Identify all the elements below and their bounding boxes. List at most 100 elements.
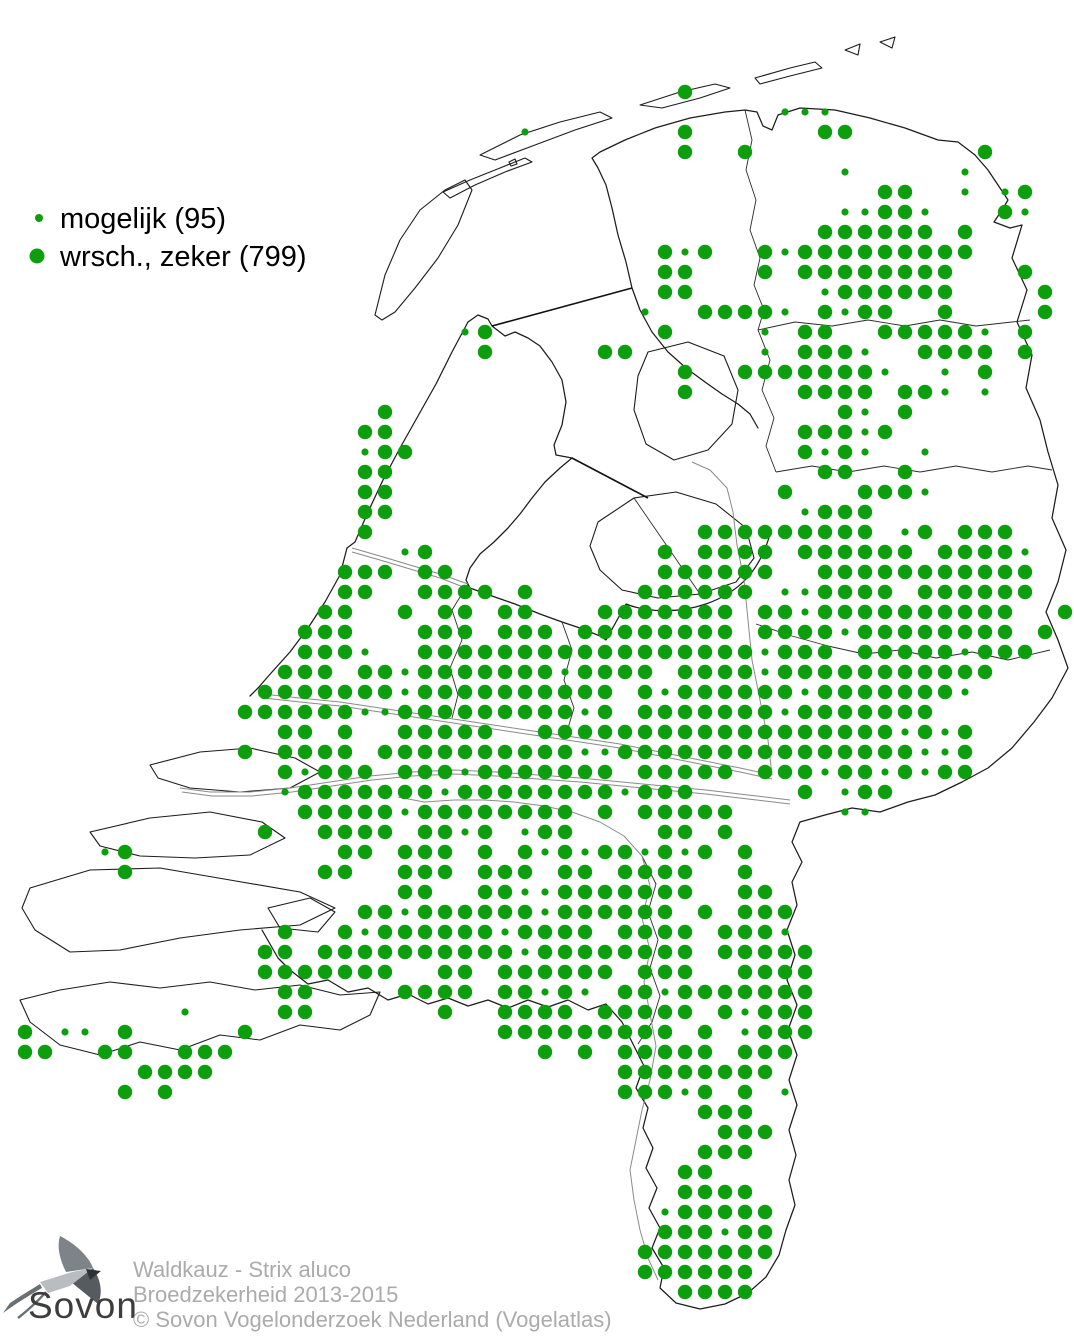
dot-certain: [737, 1124, 753, 1140]
dot-certain: [457, 904, 473, 920]
dot-certain: [777, 1044, 793, 1060]
dot-certain: [737, 1084, 753, 1100]
dot-certain: [797, 384, 813, 400]
dot-certain: [917, 384, 933, 400]
dot-certain: [757, 1044, 773, 1060]
dot-certain: [497, 764, 513, 780]
dot-certain: [857, 304, 873, 320]
dot-certain: [817, 724, 833, 740]
dot-certain: [537, 1024, 553, 1040]
dot-certain: [397, 744, 413, 760]
dot-certain: [837, 384, 853, 400]
dot-certain: [477, 804, 493, 820]
dot-certain: [677, 1164, 693, 1180]
caption-species: Waldkauz - Strix aluco: [133, 1257, 351, 1282]
dot-certain: [417, 704, 433, 720]
dot-certain: [897, 404, 913, 420]
dot-possible: [521, 128, 529, 136]
dot-certain: [737, 1284, 753, 1300]
dot-certain: [877, 304, 893, 320]
dot-possible: [801, 608, 809, 616]
dot-certain: [777, 484, 793, 500]
dot-certain: [677, 124, 693, 140]
dot-certain: [957, 724, 973, 740]
wadden-islands: [374, 36, 896, 321]
dot-certain: [377, 924, 393, 940]
dot-certain: [797, 784, 813, 800]
dot-certain: [617, 844, 633, 860]
dot-certain: [757, 624, 773, 640]
dot-certain: [697, 724, 713, 740]
dot-certain: [877, 224, 893, 240]
dot-certain: [557, 784, 573, 800]
dot-certain: [437, 924, 453, 940]
dot-certain: [717, 1124, 733, 1140]
dot-certain: [637, 804, 653, 820]
dot-certain: [797, 364, 813, 380]
dot-certain: [657, 824, 673, 840]
dot-certain: [917, 224, 933, 240]
dot-certain: [937, 304, 953, 320]
dot-certain: [657, 1264, 673, 1280]
dot-certain: [857, 244, 873, 260]
dot-certain: [797, 724, 813, 740]
dot-possible: [681, 848, 689, 856]
dot-certain: [617, 1064, 633, 1080]
dot-certain: [877, 784, 893, 800]
dot-possible: [761, 648, 769, 656]
dot-possible: [861, 808, 869, 816]
dot-certain: [697, 1104, 713, 1120]
dot-certain: [677, 284, 693, 300]
dot-certain: [637, 664, 653, 680]
dot-certain: [757, 944, 773, 960]
dot-certain: [797, 964, 813, 980]
dot-certain: [737, 1224, 753, 1240]
dot-possible: [781, 1088, 789, 1096]
dot-certain: [697, 1204, 713, 1220]
dot-certain: [177, 1064, 193, 1080]
dot-possible: [521, 888, 529, 896]
dot-certain: [657, 764, 673, 780]
dot-certain: [677, 884, 693, 900]
dot-certain: [857, 224, 873, 240]
dot-certain: [977, 344, 993, 360]
dot-certain: [657, 644, 673, 660]
dot-certain: [997, 564, 1013, 580]
texel-island: [374, 179, 473, 321]
dot-certain: [157, 1084, 173, 1100]
dot-certain: [717, 924, 733, 940]
dot-certain: [157, 1064, 173, 1080]
dot-certain: [577, 624, 593, 640]
polders-flevoland: [571, 341, 755, 599]
dot-certain: [757, 724, 773, 740]
dot-certain: [777, 964, 793, 980]
dot-certain: [717, 944, 733, 960]
dot-certain: [797, 624, 813, 640]
dot-certain: [337, 844, 353, 860]
dot-certain: [857, 744, 873, 760]
dot-certain: [277, 944, 293, 960]
dot-certain: [857, 624, 873, 640]
dot-certain: [317, 764, 333, 780]
dot-certain: [957, 564, 973, 580]
dot-possible: [801, 108, 809, 116]
dot-certain: [257, 684, 273, 700]
dot-certain: [537, 664, 553, 680]
dot-certain: [817, 624, 833, 640]
dot-certain: [937, 344, 953, 360]
dot-certain: [897, 684, 913, 700]
dot-certain: [677, 1184, 693, 1200]
dot-possible: [821, 108, 829, 116]
dot-certain: [557, 824, 573, 840]
dot-certain: [397, 444, 413, 460]
dot-certain: [397, 984, 413, 1000]
dot-certain: [457, 644, 473, 660]
dot-certain: [697, 704, 713, 720]
dot-certain: [657, 604, 673, 620]
dot-possible: [661, 1208, 669, 1216]
dot-possible: [841, 168, 849, 176]
dot-certain: [457, 964, 473, 980]
dot-certain: [417, 864, 433, 880]
dot-certain: [357, 844, 373, 860]
dot-certain: [357, 764, 373, 780]
